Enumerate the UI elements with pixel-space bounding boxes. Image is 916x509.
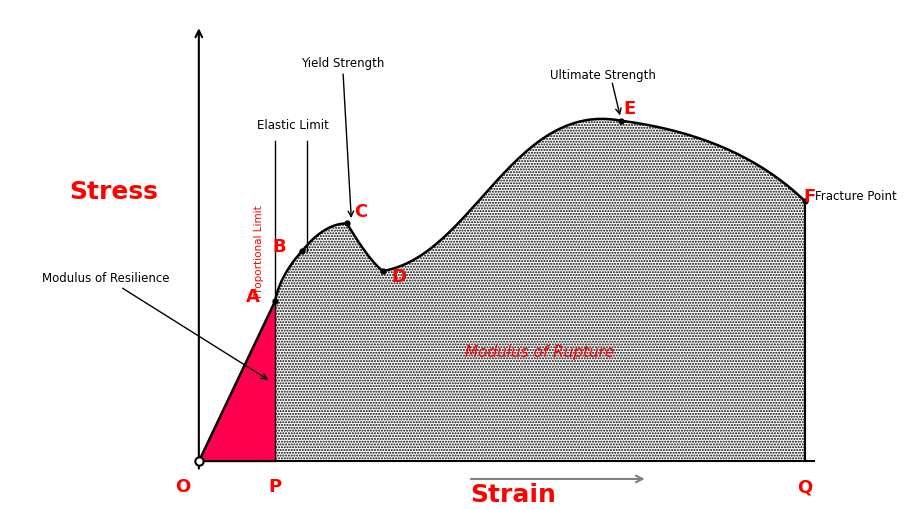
Text: Ultimate Strength: Ultimate Strength xyxy=(550,68,656,81)
Text: C: C xyxy=(354,203,367,220)
Text: P: P xyxy=(268,477,282,495)
Text: O: O xyxy=(175,477,191,495)
Text: Elastic Limit: Elastic Limit xyxy=(257,119,329,131)
Text: Modulus of Rupture: Modulus of Rupture xyxy=(465,344,615,359)
Text: Fracture Point: Fracture Point xyxy=(815,190,897,203)
Text: Modulus of Resilience: Modulus of Resilience xyxy=(42,271,267,379)
Text: B: B xyxy=(273,238,287,256)
Polygon shape xyxy=(275,120,804,462)
Text: Q: Q xyxy=(797,477,812,495)
Text: E: E xyxy=(624,100,636,118)
Text: F: F xyxy=(803,187,815,206)
Text: A: A xyxy=(245,288,259,305)
Text: D: D xyxy=(391,267,407,286)
Text: Proportional Limit: Proportional Limit xyxy=(254,205,264,298)
Text: Yield Strength: Yield Strength xyxy=(300,56,384,217)
Polygon shape xyxy=(199,301,275,462)
Text: Strain: Strain xyxy=(470,482,556,506)
Text: Stress: Stress xyxy=(69,180,158,204)
